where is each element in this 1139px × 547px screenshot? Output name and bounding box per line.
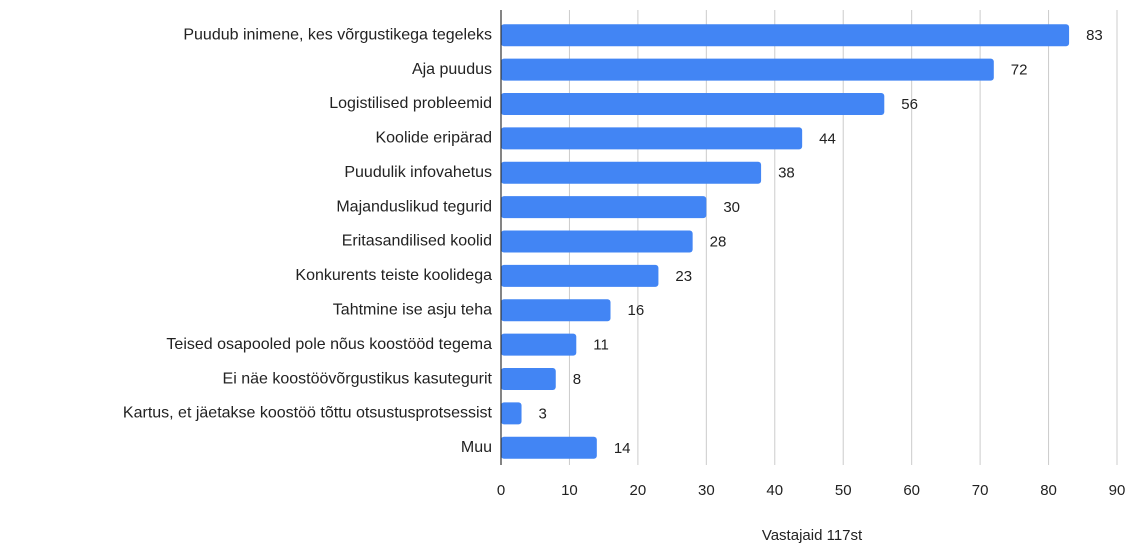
- bar: [501, 436, 597, 459]
- bar: [501, 58, 994, 81]
- data-label: 14: [614, 440, 631, 457]
- y-tick-label: Puudulik infovahetus: [344, 164, 492, 181]
- data-label: 56: [901, 96, 918, 113]
- x-tick-label: 10: [561, 482, 578, 499]
- y-tick-label: Tahtmine ise asju teha: [333, 301, 492, 318]
- bar: [501, 368, 556, 391]
- y-tick-label: Koolide eripärad: [375, 130, 492, 147]
- bar: [501, 264, 659, 287]
- y-tick-label: Eritasandilised koolid: [342, 233, 492, 250]
- x-tick-label: 50: [835, 482, 852, 499]
- data-label: 30: [723, 199, 740, 216]
- bar: [501, 196, 707, 219]
- bar: [501, 161, 762, 184]
- x-tick-label: 60: [903, 482, 920, 499]
- y-tick-label: Majanduslikud tegurid: [336, 198, 492, 215]
- x-tick-label: 90: [1109, 482, 1126, 499]
- data-label: 44: [819, 130, 836, 147]
- bar: [501, 333, 577, 356]
- data-label: 16: [628, 302, 645, 319]
- bar: [501, 299, 611, 322]
- y-tick-label: Logistilised probleemid: [329, 95, 492, 112]
- y-tick-label: Ei näe koostöövõrgustikus kasutegurit: [223, 370, 493, 387]
- y-tick-label: Puudub inimene, kes võrgustikega tegelek…: [183, 26, 492, 43]
- x-tick-label: 80: [1040, 482, 1057, 499]
- x-tick-label: 70: [972, 482, 989, 499]
- x-axis-label: Vastajaid 117st: [762, 527, 863, 544]
- bar: [501, 127, 803, 150]
- x-tick-label: 30: [698, 482, 715, 499]
- x-tick-label: 20: [630, 482, 647, 499]
- y-tick-label: Muu: [461, 439, 492, 456]
- data-label: 72: [1011, 62, 1028, 79]
- bar: [501, 24, 1070, 47]
- y-tick-label: Aja puudus: [412, 61, 492, 78]
- data-label: 28: [710, 233, 727, 250]
- data-label: 8: [573, 371, 581, 388]
- bar: [501, 230, 693, 253]
- data-label: 11: [593, 337, 609, 354]
- data-label: 83: [1086, 27, 1103, 44]
- y-tick-label: Konkurents teiste koolidega: [295, 267, 492, 284]
- bar: [501, 92, 885, 115]
- data-label: 38: [778, 165, 795, 182]
- x-tick-label: 40: [766, 482, 783, 499]
- bar: [501, 402, 522, 425]
- y-tick-label: Kartus, et jäetakse koostöö tõttu otsust…: [123, 405, 493, 422]
- data-label: 23: [675, 268, 692, 285]
- x-tick-label: 0: [497, 482, 505, 499]
- y-tick-label: Teised osapooled pole nõus koostööd tege…: [166, 336, 492, 353]
- data-label: 3: [539, 405, 547, 422]
